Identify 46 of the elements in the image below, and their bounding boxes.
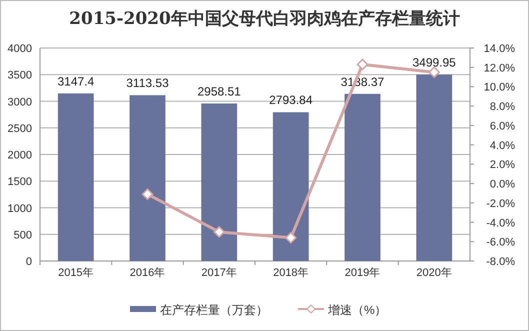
y2-tick-label: -6.0% (486, 236, 516, 249)
point (213, 226, 225, 238)
y-tick-label: 1500 (8, 176, 32, 188)
y-tick-label: 0 (26, 256, 32, 268)
bar (272, 112, 309, 261)
y2-tick-label: -4.0% (486, 217, 516, 230)
point (356, 58, 368, 70)
data-label: 2793.84 (269, 93, 313, 108)
point (428, 66, 440, 78)
bar (201, 103, 238, 261)
bar (416, 74, 452, 261)
x-tick-label: 2015年 (58, 267, 94, 279)
y-tick-label: 1000 (8, 202, 32, 215)
bar (344, 94, 380, 261)
x-tick-label: 2017年 (201, 267, 237, 279)
y2-tick-label: 12.0% (484, 62, 516, 74)
point (142, 188, 154, 200)
point (285, 232, 297, 244)
y-tick-label: 2000 (8, 150, 32, 162)
y-tick-label: 4000 (8, 43, 32, 55)
y-tick-label: 500 (14, 229, 32, 242)
legend-label: 在产存栏量（万套） (160, 303, 268, 317)
y2-tick-label: 0.0% (490, 178, 516, 191)
y-tick-label: 3000 (8, 96, 32, 108)
y-tick-label: 3500 (8, 70, 32, 82)
x-tick-label: 2016年 (130, 267, 166, 279)
x-tick-label: 2018年 (273, 267, 309, 279)
data-label: 3147.4 (57, 74, 95, 88)
y2-tick-label: 10.0% (484, 82, 516, 94)
y-tick-label: 2500 (8, 122, 32, 135)
data-label: 2958.51 (197, 84, 242, 98)
bar (58, 93, 94, 261)
data-label: 3499.95 (412, 56, 456, 70)
y2-tick-label: 6.0% (490, 120, 516, 132)
x-tick-label: 2019年 (344, 267, 380, 279)
legend-label: 增速（%） (327, 303, 387, 317)
y2-tick-label: -8.0% (486, 256, 516, 268)
x-tick-label: 2020年 (416, 267, 452, 279)
y2-tick-label: 14.0% (484, 43, 516, 55)
y2-tick-label: 2.0% (490, 159, 516, 172)
bar (130, 95, 166, 261)
chart-title: 2015-2020年中国父母代白羽肉鸡在产存栏量统计 (69, 9, 460, 29)
data-label: 3113.53 (126, 76, 170, 90)
y2-tick-label: -2.0% (486, 198, 516, 210)
y2-tick-label: 4.0% (490, 140, 516, 152)
y2-tick-label: 8.0% (490, 101, 516, 114)
